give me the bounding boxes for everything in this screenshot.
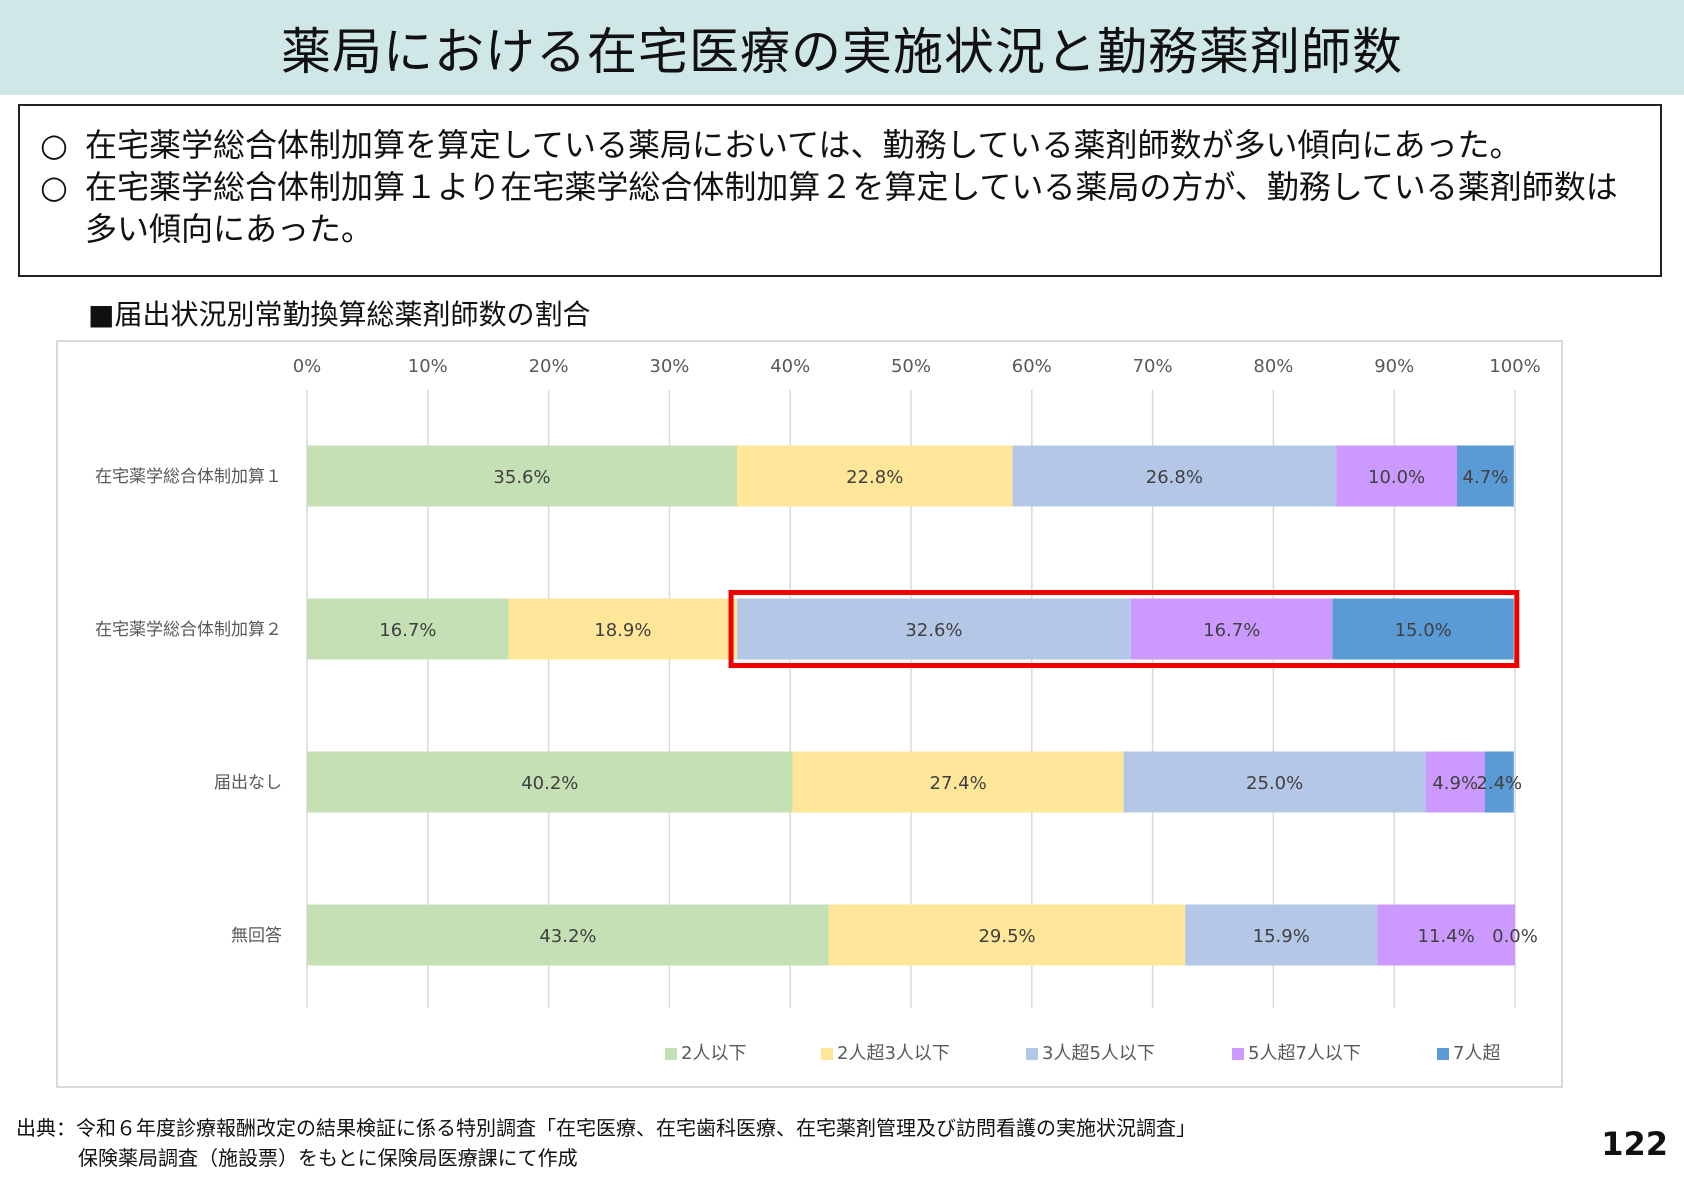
summary-text-1: 在宅薬学総合体制加算を算定している薬局においては、勤務している薬剤師数が多い傾向… (85, 126, 1522, 164)
data-label: 40.2% (521, 773, 578, 794)
data-label: 27.4% (930, 773, 987, 794)
bar-segment (1457, 445, 1514, 507)
legend-swatch (1232, 1048, 1244, 1060)
bar-segment (737, 445, 1013, 507)
chart-frame: 0% 10% 20% 30% 40% 50% 60% 70% 80% 90% 100% 在宅薬学総合体… (56, 340, 1563, 1088)
legend-label: 2人以下 (681, 1043, 746, 1064)
data-label: 16.7% (1203, 620, 1260, 641)
data-label: 15.0% (1395, 620, 1452, 641)
bar-segment (1336, 445, 1458, 507)
data-label: 4.9% (1432, 773, 1478, 794)
data-label: 18.9% (594, 620, 651, 641)
data-label: 0.0% (1492, 926, 1538, 947)
category-label: 在宅薬学総合体制加算２ (95, 620, 282, 640)
bar-segment (1425, 751, 1485, 813)
data-label: 16.7% (379, 620, 436, 641)
x-tick-label: 40% (770, 356, 810, 377)
category-label: 在宅薬学総合体制加算１ (95, 467, 282, 487)
highlight-box (728, 590, 1520, 668)
bar-segment (737, 598, 1131, 660)
chart-title: ■届出状況別常勤換算総薬剤師数の割合 (88, 298, 591, 331)
page-number: 122 (1601, 1125, 1668, 1163)
bar-segment (792, 751, 1124, 813)
x-tick-label: 50% (891, 356, 931, 377)
bar-segment (307, 445, 738, 507)
x-tick-label: 100% (1489, 356, 1540, 377)
title-bar: 薬局における在宅医療の実施状況と勤務薬剤師数 (0, 0, 1684, 95)
data-label: 22.8% (846, 467, 903, 488)
summary-item-1: ○ 在宅薬学総合体制加算を算定している薬局においては、勤務している薬剤師数が多い傾… (40, 124, 1640, 166)
bar-segment (1185, 904, 1378, 966)
legend-label: 7人超 (1453, 1043, 1500, 1064)
legend-label: 2人超3人以下 (837, 1043, 950, 1064)
data-label: 25.0% (1246, 773, 1303, 794)
stacked-bar-chart: 0% 10% 20% 30% 40% 50% 60% 70% 80% 90% 100% 在宅薬学総合体… (95, 356, 1541, 1064)
bar-segment (307, 598, 509, 660)
page-title: 薬局における在宅医療の実施状況と勤務薬剤師数 (281, 22, 1403, 81)
data-label: 29.5% (978, 926, 1035, 947)
bar-segment (1332, 598, 1514, 660)
source-note: 出典：令和６年度診療報酬改定の結果検証に係る特別調査「在宅医療、在宅歯科医療、在… (16, 1113, 1196, 1173)
x-tick-label: 70% (1133, 356, 1173, 377)
data-label: 26.8% (1146, 467, 1203, 488)
category-label: 無回答 (231, 926, 282, 946)
x-tick-label: 10% (408, 356, 448, 377)
circle-bullet-icon: ○ (40, 168, 68, 206)
legend-swatch (665, 1048, 677, 1060)
bar-segment (828, 904, 1186, 966)
legend-swatch (821, 1048, 833, 1060)
data-label: 11.4% (1418, 926, 1475, 947)
summary-item-2: ○ 在宅薬学総合体制加算１より在宅薬学総合体制加算２を算定している薬局の方が、勤務… (40, 166, 1640, 250)
category-label: 届出なし (214, 773, 282, 793)
x-tick-label: 0% (293, 356, 322, 377)
bar-segment (307, 751, 793, 813)
data-label: 32.6% (905, 620, 962, 641)
x-tick-label: 20% (529, 356, 569, 377)
x-tick-label: 60% (1012, 356, 1052, 377)
bar-segment (307, 904, 829, 966)
x-tick-label: 90% (1374, 356, 1414, 377)
bar-segment (1012, 445, 1337, 507)
data-label: 4.7% (1463, 467, 1509, 488)
legend-swatch (1437, 1048, 1449, 1060)
legend-label: 3人超5人以下 (1042, 1043, 1155, 1064)
x-tick-label: 30% (649, 356, 689, 377)
summary-box: ○ 在宅薬学総合体制加算を算定している薬局においては、勤務している薬剤師数が多い傾… (18, 104, 1662, 277)
circle-bullet-icon: ○ (40, 126, 68, 164)
data-label: 43.2% (539, 926, 596, 947)
x-tick-label: 80% (1253, 356, 1293, 377)
data-label: 35.6% (493, 467, 550, 488)
bar-segment (508, 598, 738, 660)
data-label: 2.4% (1476, 773, 1522, 794)
bar-segment (1130, 598, 1333, 660)
legend-label: 5人超7人以下 (1248, 1043, 1361, 1064)
source-line-2: 保険薬局調査（施設票）をもとに保険局医療課にて作成 (78, 1146, 578, 1170)
bar-segment (1377, 904, 1515, 966)
source-line-1: 出典：令和６年度診療報酬改定の結果検証に係る特別調査「在宅医療、在宅歯科医療、在… (16, 1116, 1196, 1140)
data-label: 15.9% (1253, 926, 1310, 947)
summary-text-2: 在宅薬学総合体制加算１より在宅薬学総合体制加算２を算定している薬局の方が、勤務し… (85, 168, 1618, 248)
legend-swatch (1026, 1048, 1038, 1060)
data-label: 10.0% (1368, 467, 1425, 488)
bar-segment (1123, 751, 1426, 813)
bar-segment (1484, 751, 1514, 813)
